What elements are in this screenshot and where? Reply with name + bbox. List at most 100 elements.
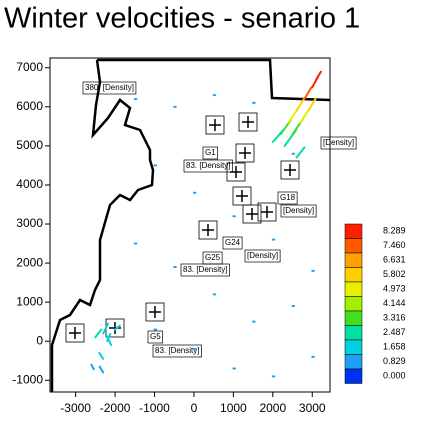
gauge-cross bbox=[149, 306, 161, 318]
annotation: 83. [Density] bbox=[183, 265, 227, 274]
y-tick-label: 0 bbox=[36, 333, 43, 347]
velocity-arrow bbox=[295, 146, 306, 159]
annotation: G24 bbox=[225, 238, 241, 247]
colorbar-swatch bbox=[344, 252, 363, 268]
annotation: G1 bbox=[205, 148, 216, 157]
colorbar-label: 5.802 bbox=[383, 269, 406, 279]
colorbar-swatch bbox=[344, 354, 363, 370]
gauge-cross bbox=[236, 190, 248, 202]
gauge-box bbox=[242, 204, 262, 224]
velocity-arrow bbox=[106, 333, 112, 343]
x-tick-label: -3000 bbox=[60, 401, 91, 415]
colorbar-label: 4.973 bbox=[383, 284, 406, 294]
gauge-cross bbox=[109, 322, 121, 334]
x-tick-label: -1000 bbox=[139, 401, 170, 415]
x-tick-label: 1000 bbox=[220, 401, 247, 415]
gauge-box bbox=[145, 302, 165, 322]
velocity-arrow bbox=[307, 98, 317, 112]
gauge-cross bbox=[242, 116, 254, 128]
x-tick-label: 2000 bbox=[259, 401, 286, 415]
colorbar-label: 0.829 bbox=[383, 356, 406, 366]
colorbar-label: 1.658 bbox=[383, 342, 406, 352]
annotation: G25 bbox=[205, 253, 221, 262]
gauge-box bbox=[232, 186, 252, 206]
y-tick-label: -1000 bbox=[12, 372, 43, 386]
chart-title: Winter velocities - senario 1 bbox=[4, 3, 360, 35]
velocity-arrow bbox=[102, 322, 109, 335]
annotation: [Density] bbox=[283, 206, 314, 215]
velocity-arrow bbox=[94, 328, 103, 339]
velocity-arrow bbox=[287, 108, 299, 124]
annotation: 83. [Density] bbox=[155, 346, 199, 355]
annotation-box bbox=[152, 344, 202, 358]
velocity-arrow bbox=[315, 70, 322, 81]
colorbar-swatch bbox=[344, 339, 363, 355]
annotation-box bbox=[280, 204, 317, 218]
y-tick-label: 4000 bbox=[16, 177, 43, 191]
colorbar-swatch bbox=[344, 368, 363, 384]
colorbar-swatch bbox=[344, 310, 363, 326]
y-tick-label: 1000 bbox=[16, 294, 43, 308]
y-tick-label: 5000 bbox=[16, 138, 43, 152]
gauge-cross bbox=[69, 327, 81, 339]
x-tick-label: 0 bbox=[191, 401, 198, 415]
gauge-cross bbox=[246, 208, 258, 220]
colorbar-label: 3.316 bbox=[383, 313, 406, 323]
colorbar-swatch bbox=[344, 281, 363, 297]
annotation: G18 bbox=[280, 193, 296, 202]
velocity-arrow bbox=[90, 363, 95, 371]
gauge-box bbox=[205, 115, 225, 135]
colorbar-label: 7.460 bbox=[383, 240, 406, 250]
gauge-box bbox=[198, 220, 218, 240]
velocity-arrow bbox=[271, 129, 285, 143]
gauge-box bbox=[235, 143, 255, 163]
velocity-arrow bbox=[295, 97, 306, 112]
velocity-arrow bbox=[98, 365, 105, 374]
gauge-box bbox=[280, 160, 300, 180]
gauge-cross bbox=[284, 164, 296, 176]
gauge-cross bbox=[202, 224, 214, 236]
annotation: G5 bbox=[150, 332, 161, 341]
annotation-box bbox=[222, 236, 243, 250]
colorbar-label: 4.144 bbox=[383, 298, 406, 308]
colorbar-label: 2.487 bbox=[383, 327, 406, 337]
annotation-box bbox=[82, 81, 137, 95]
annotation-box bbox=[147, 330, 164, 344]
gauge-box bbox=[238, 112, 258, 132]
colorbar-label: 6.631 bbox=[383, 255, 406, 265]
y-tick-label: 2000 bbox=[16, 255, 43, 269]
colorbar-label: 0.000 bbox=[383, 371, 406, 381]
annotation-box bbox=[277, 191, 298, 205]
gauge-cross bbox=[261, 206, 273, 218]
colorbar-label: 8.289 bbox=[383, 226, 406, 236]
velocity-arrow bbox=[303, 86, 313, 101]
colorbar-swatch bbox=[344, 238, 363, 254]
x-tick-label: 3000 bbox=[299, 401, 326, 415]
colorbar-swatch bbox=[344, 325, 363, 341]
x-tick-label: -2000 bbox=[100, 401, 131, 415]
y-tick-label: 7000 bbox=[16, 60, 43, 74]
annotation-box bbox=[180, 263, 230, 277]
colorbar-swatch bbox=[344, 296, 363, 312]
annotation: [Density] bbox=[323, 138, 354, 147]
annotation: 83. [Density] bbox=[186, 161, 230, 170]
gauge-cross bbox=[209, 119, 221, 131]
y-tick-label: 6000 bbox=[16, 99, 43, 113]
velocity-arrow bbox=[114, 324, 121, 331]
annotation-box bbox=[244, 249, 281, 263]
gauge-box bbox=[257, 202, 277, 222]
annotation-box bbox=[320, 136, 357, 150]
annotation-box bbox=[183, 159, 233, 173]
velocity-arrow bbox=[98, 351, 105, 360]
colorbar-swatch bbox=[344, 267, 363, 283]
annotation: [Density] bbox=[247, 251, 278, 260]
gauge-box bbox=[65, 323, 85, 343]
annotation-box bbox=[202, 146, 219, 160]
annotation: 380. [Density] bbox=[85, 83, 134, 92]
boundary bbox=[50, 58, 331, 392]
plot-area bbox=[49, 57, 331, 393]
colorbar-swatch bbox=[344, 223, 363, 239]
gauge-cross bbox=[239, 147, 251, 159]
y-tick-label: 3000 bbox=[16, 216, 43, 230]
